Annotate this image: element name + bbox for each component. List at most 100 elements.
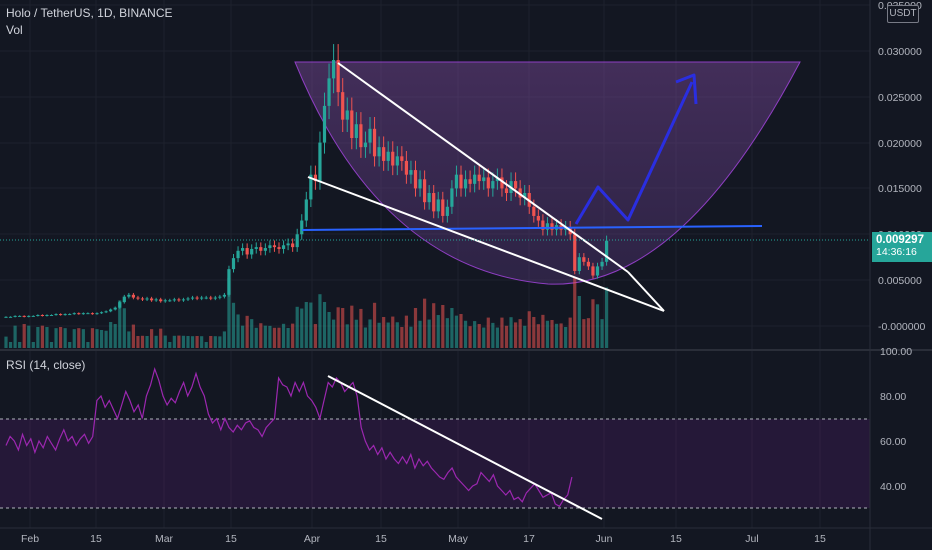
candle-body [300, 220, 304, 235]
candle-body [72, 313, 76, 315]
volume-bar [159, 328, 163, 348]
candle-body [427, 193, 431, 203]
candle-body [200, 297, 204, 299]
volume-bar [186, 336, 190, 348]
volume-bar [222, 331, 226, 348]
volume-bar [573, 278, 577, 348]
volume-bar [118, 300, 122, 348]
volume-bar [550, 320, 554, 348]
projection-arrow [574, 81, 694, 225]
volume-bar [577, 296, 581, 348]
time-tick-label: 15 [225, 533, 237, 545]
volume-bar [263, 325, 267, 348]
volume-bar [436, 315, 440, 348]
candle-body [95, 313, 99, 315]
volume-bar [13, 325, 17, 348]
candle-body [186, 298, 190, 300]
volume-bar [473, 321, 477, 348]
volume-bar [427, 319, 431, 348]
volume-bar [163, 335, 167, 348]
volume-bar [209, 336, 213, 348]
volume-bar [463, 320, 468, 348]
candle-body [4, 316, 8, 318]
volume-bar [477, 324, 481, 348]
wedge-upper-line [337, 62, 629, 273]
rsi-line [5, 366, 573, 508]
volume-bar [482, 327, 486, 348]
candle-body [90, 313, 95, 315]
candle-body [204, 297, 208, 299]
volume-bar [127, 331, 131, 348]
candle-body [236, 250, 240, 259]
volume-bar [441, 305, 445, 348]
time-tick-label: 15 [670, 533, 682, 545]
time-tick-label: Apr [304, 533, 321, 545]
candle-body [163, 300, 167, 302]
candle-body [22, 315, 26, 317]
volume-bar [450, 308, 454, 348]
rsi-trendline [327, 375, 603, 520]
currency-unit-button[interactable]: USDT [887, 5, 919, 23]
candle-body [532, 206, 536, 216]
price-tick-label: -0.000000 [878, 321, 925, 333]
volume-bar [181, 335, 186, 348]
candle-body [395, 156, 399, 166]
candle-body [345, 110, 349, 120]
rsi-axis[interactable]: 100.00 80.00 60.00 40.00 [880, 346, 912, 493]
volume-bar [122, 308, 126, 348]
volume-bar [168, 342, 172, 348]
volume-bar [99, 330, 104, 348]
volume-bar [504, 325, 509, 348]
volume-bar [559, 323, 563, 348]
volume-bar [72, 329, 76, 348]
candle-body [504, 188, 509, 194]
candle-body [404, 160, 408, 175]
candle-body [386, 151, 390, 161]
price-tick-label: 0.030000 [878, 46, 922, 58]
volume-bar [423, 298, 427, 348]
candle-body [605, 240, 609, 262]
volume-bar [495, 327, 499, 348]
candle-body [450, 188, 454, 207]
volume-bar [250, 319, 254, 348]
volume-bar [345, 324, 349, 348]
volume-bar [514, 322, 518, 348]
volume-bar [272, 327, 277, 348]
volume-bar [568, 317, 572, 348]
candle-body [432, 193, 436, 212]
candle-body [286, 243, 290, 246]
candle-body [409, 170, 413, 175]
candle-body [209, 297, 213, 299]
volume-bar [109, 322, 113, 348]
volume-bar [291, 323, 295, 348]
rsi-tick-label: 40.00 [880, 481, 906, 493]
time-axis[interactable]: Feb 15 Mar 15 Apr 15 May 17 Jun 15 Jul 15 [21, 533, 826, 545]
price-tick-label: 0.015000 [878, 183, 922, 195]
candle-body [136, 297, 140, 299]
volume-bar [318, 294, 322, 348]
candle-body [600, 261, 604, 267]
candle-body [550, 223, 554, 230]
volume-bar [486, 317, 490, 348]
chart-title: Holo / TetherUS, 1D, BINANCE [6, 6, 173, 20]
candle-body [81, 313, 85, 315]
volume-bar [49, 342, 54, 348]
volume-bar [523, 325, 527, 348]
candle-body [27, 315, 31, 317]
candle-body [213, 297, 217, 299]
last-price-tag: 0.009297 14:36:16 [872, 232, 932, 262]
candle-body [332, 60, 336, 79]
candle-body [99, 312, 104, 314]
candle-body [363, 142, 368, 148]
candle-body [40, 314, 44, 316]
candle-body [322, 105, 327, 143]
volume-bar [445, 318, 449, 348]
volume-bar [227, 278, 231, 348]
volume-bar [404, 315, 408, 348]
volume-bar [145, 336, 149, 348]
volume-bar [509, 317, 513, 348]
candle-body [309, 174, 313, 200]
volume-bar [418, 320, 422, 348]
volume-bar [59, 327, 63, 348]
